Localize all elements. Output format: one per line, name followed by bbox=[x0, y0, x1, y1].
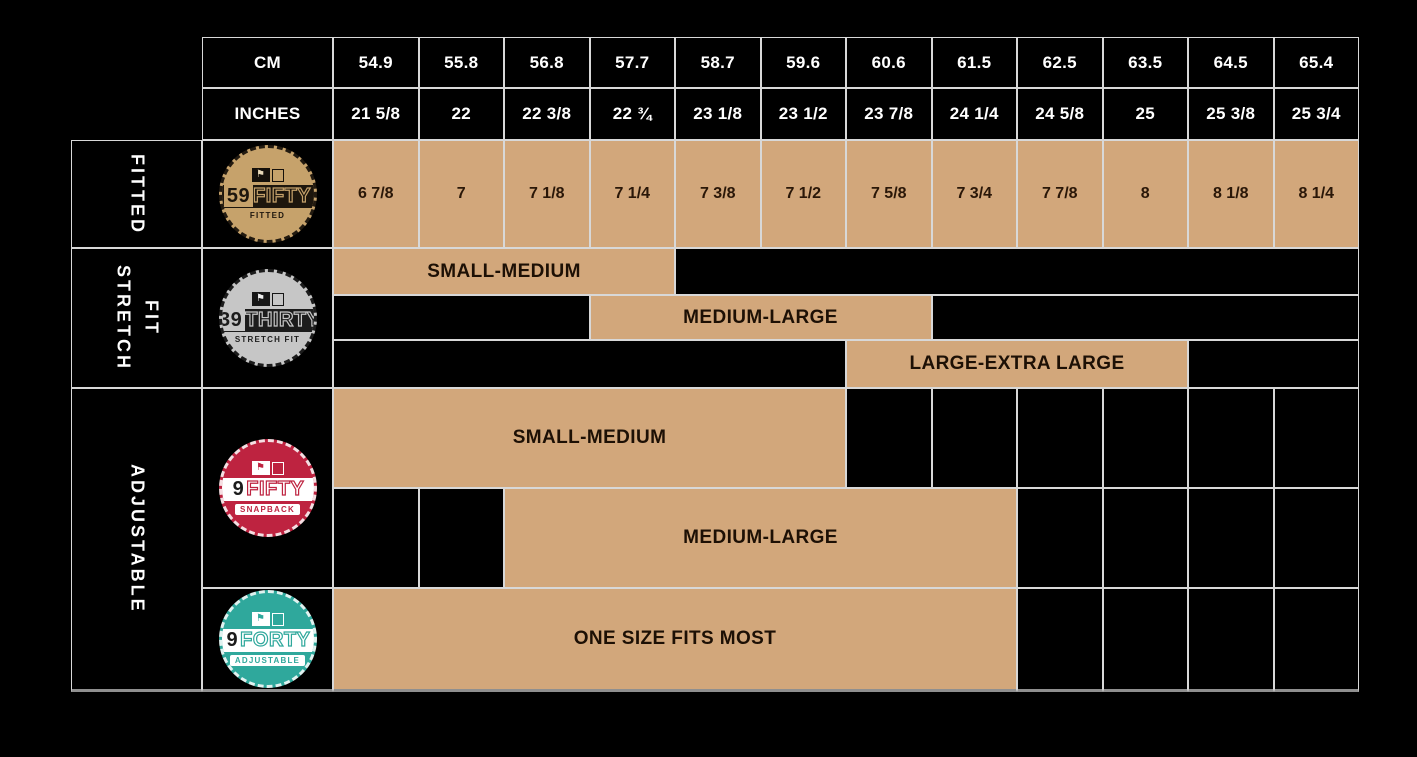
category-stretch-fit: STRETCH FIT bbox=[71, 248, 202, 388]
inches-value: 25 3/4 bbox=[1273, 88, 1359, 140]
snapback-band-small-medium: SMALL-MEDIUM bbox=[333, 388, 846, 488]
empty-cell bbox=[1102, 388, 1188, 488]
empty-range bbox=[1188, 340, 1359, 388]
cm-value: 60.6 bbox=[846, 37, 932, 88]
new-era-flag-icon: ⚑ bbox=[251, 461, 284, 475]
empty-cell bbox=[1102, 488, 1188, 588]
empty-cell bbox=[1017, 588, 1103, 692]
cm-value: 65.4 bbox=[1273, 37, 1359, 88]
cm-value: 54.9 bbox=[333, 37, 419, 88]
adjustable-vertical-label: ADJUSTABLE bbox=[127, 464, 148, 614]
9forty-logo-tagline: ADJUSTABLE bbox=[229, 655, 306, 666]
cm-value: 64.5 bbox=[1188, 37, 1274, 88]
empty-cell bbox=[1017, 488, 1103, 588]
cm-value: 55.8 bbox=[418, 37, 504, 88]
empty-cell bbox=[1188, 488, 1274, 588]
empty-cell bbox=[1188, 588, 1274, 692]
empty-cell bbox=[418, 488, 504, 588]
9fifty-logo-name: 9 FIFTY bbox=[221, 477, 314, 501]
empty-cell bbox=[1273, 488, 1359, 588]
fitted-vertical-label: FITTED bbox=[127, 153, 148, 235]
empty-range bbox=[931, 295, 1359, 340]
new-era-flag-icon: ⚑ bbox=[251, 168, 284, 182]
category-adjustable: ADJUSTABLE bbox=[71, 388, 202, 692]
inches-value: 25 3/8 bbox=[1188, 88, 1274, 140]
9forty-logo: ⚑ 9 FORTY ADJUSTABLE bbox=[218, 590, 317, 688]
inches-value: 24 5/8 bbox=[1017, 88, 1103, 140]
cap-size-chart-table: CM 54.9 55.8 56.8 57.7 58.7 59.6 60.6 61… bbox=[71, 37, 1359, 692]
inches-value: 22 bbox=[418, 88, 504, 140]
fitted-size: 7 7/8 bbox=[1017, 140, 1103, 248]
39thirty-logo-tagline: STRETCH FIT bbox=[234, 335, 301, 344]
fitted-size: 7 1/8 bbox=[504, 140, 590, 248]
cm-value: 56.8 bbox=[504, 37, 590, 88]
snapback-band-medium-large: MEDIUM-LARGE bbox=[504, 488, 1017, 588]
9forty-logo-name: 9 FORTY bbox=[221, 628, 314, 652]
fitted-size: 7 1/2 bbox=[760, 140, 846, 248]
fitted-size: 7 bbox=[418, 140, 504, 248]
empty-range bbox=[675, 248, 1359, 295]
stretch-fit-vertical-label: STRETCH FIT bbox=[113, 265, 162, 371]
empty-cell bbox=[1273, 388, 1359, 488]
empty-range bbox=[333, 295, 590, 340]
inches-value: 23 1/8 bbox=[675, 88, 761, 140]
inches-value: 22 ¾ bbox=[589, 88, 675, 140]
59fifty-logo-name: 59 FIFTY bbox=[221, 184, 314, 208]
9fifty-logo-tagline: SNAPBACK bbox=[235, 504, 300, 515]
9fifty-logo: ⚑ 9 FIFTY SNAPBACK bbox=[218, 439, 317, 537]
39thirty-logo: ⚑ 39 THIRTY STRETCH FIT bbox=[218, 269, 317, 367]
stretch-band-medium-large: MEDIUM-LARGE bbox=[589, 295, 932, 340]
cm-value: 62.5 bbox=[1017, 37, 1103, 88]
fitted-size: 6 7/8 bbox=[333, 140, 419, 248]
new-era-flag-icon: ⚑ bbox=[251, 292, 284, 306]
empty-cell bbox=[1273, 588, 1359, 692]
inches-header-label: INCHES bbox=[202, 88, 333, 140]
inches-value: 23 7/8 bbox=[846, 88, 932, 140]
inches-value: 21 5/8 bbox=[333, 88, 419, 140]
inches-value: 25 bbox=[1102, 88, 1188, 140]
logo-cell-9fifty: ⚑ 9 FIFTY SNAPBACK bbox=[202, 388, 333, 588]
fitted-size: 8 1/8 bbox=[1188, 140, 1274, 248]
empty-cell bbox=[1017, 388, 1103, 488]
inches-value: 22 3/8 bbox=[504, 88, 590, 140]
stretch-band-small-medium: SMALL-MEDIUM bbox=[333, 248, 675, 295]
empty-range bbox=[333, 340, 846, 388]
logo-cell-59fifty: ⚑ 59 FIFTY FITTED bbox=[202, 140, 333, 248]
59fifty-logo: ⚑ 59 FIFTY FITTED bbox=[218, 145, 317, 243]
logo-cell-39thirty: ⚑ 39 THIRTY STRETCH FIT bbox=[202, 248, 333, 388]
fitted-size: 7 3/8 bbox=[675, 140, 761, 248]
59fifty-logo-tagline: FITTED bbox=[249, 211, 286, 220]
39thirty-logo-name: 39 THIRTY bbox=[221, 308, 314, 332]
category-fitted: FITTED bbox=[71, 140, 202, 248]
stretch-band-large-extra-large: LARGE-EXTRA LARGE bbox=[846, 340, 1188, 388]
fitted-size: 7 1/4 bbox=[589, 140, 675, 248]
cm-header-label: CM bbox=[202, 37, 333, 88]
inches-value: 23 1/2 bbox=[760, 88, 846, 140]
empty-cell bbox=[1102, 588, 1188, 692]
inches-value: 24 1/4 bbox=[931, 88, 1017, 140]
cm-value: 58.7 bbox=[675, 37, 761, 88]
empty-cell bbox=[333, 488, 419, 588]
fitted-size: 8 bbox=[1102, 140, 1188, 248]
one-size-band: ONE SIZE FITS MOST bbox=[333, 588, 1017, 692]
fitted-size: 8 1/4 bbox=[1273, 140, 1359, 248]
cm-value: 57.7 bbox=[589, 37, 675, 88]
cm-value: 61.5 bbox=[931, 37, 1017, 88]
empty-cell bbox=[846, 388, 932, 488]
empty-cell bbox=[931, 388, 1017, 488]
cm-value: 63.5 bbox=[1102, 37, 1188, 88]
fitted-size: 7 3/4 bbox=[931, 140, 1017, 248]
logo-cell-9forty: ⚑ 9 FORTY ADJUSTABLE bbox=[202, 588, 333, 692]
corner-spacer bbox=[71, 37, 202, 140]
cm-value: 59.6 bbox=[760, 37, 846, 88]
fitted-size: 7 5/8 bbox=[846, 140, 932, 248]
new-era-flag-icon: ⚑ bbox=[251, 612, 284, 626]
empty-cell bbox=[1188, 388, 1274, 488]
